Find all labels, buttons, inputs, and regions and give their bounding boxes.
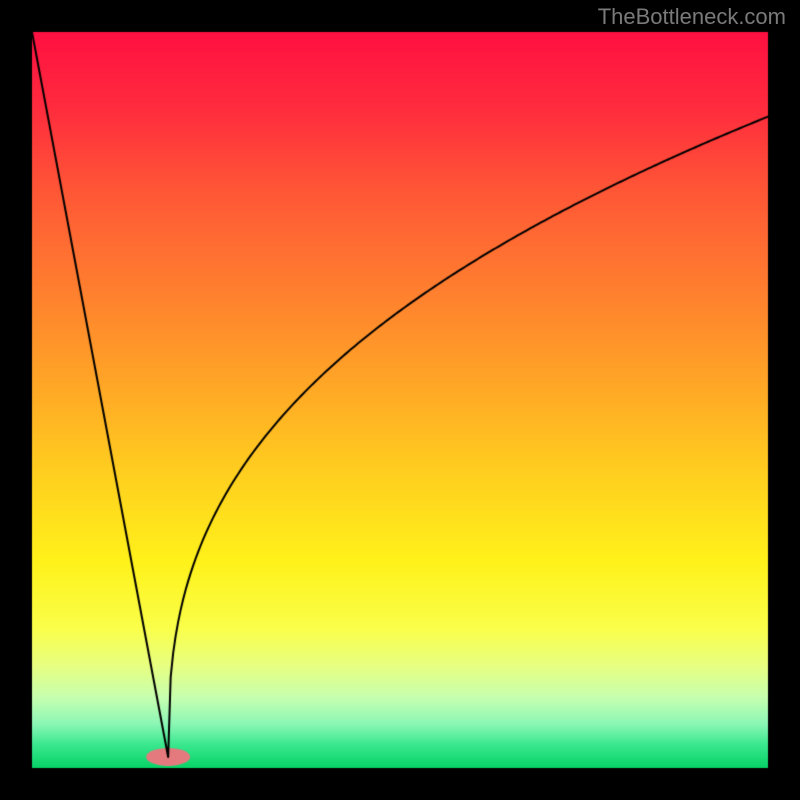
bottleneck-chart bbox=[0, 0, 800, 800]
watermark-text: TheBottleneck.com bbox=[598, 4, 786, 30]
